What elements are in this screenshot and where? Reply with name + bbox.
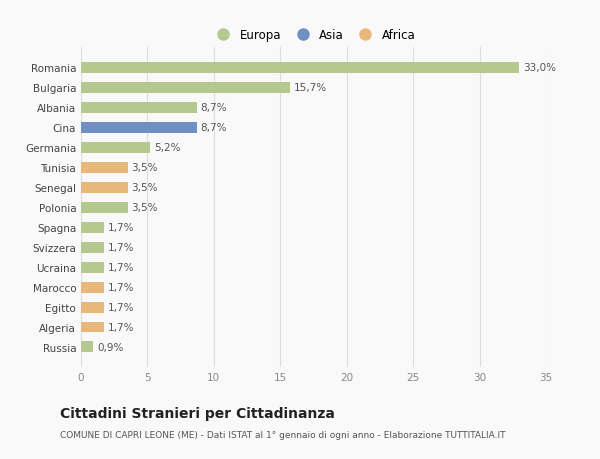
Bar bbox=[81, 182, 128, 193]
Bar bbox=[81, 342, 93, 353]
Bar bbox=[81, 102, 197, 113]
Bar bbox=[81, 162, 128, 174]
Bar bbox=[81, 262, 104, 273]
Bar bbox=[81, 322, 104, 333]
Bar bbox=[81, 222, 104, 233]
Text: COMUNE DI CAPRI LEONE (ME) - Dati ISTAT al 1° gennaio di ogni anno - Elaborazion: COMUNE DI CAPRI LEONE (ME) - Dati ISTAT … bbox=[60, 431, 505, 440]
Text: 1,7%: 1,7% bbox=[107, 302, 134, 312]
Text: 1,7%: 1,7% bbox=[107, 263, 134, 273]
Bar bbox=[81, 142, 150, 153]
Legend: Europa, Asia, Africa: Europa, Asia, Africa bbox=[208, 25, 419, 45]
Bar bbox=[81, 282, 104, 293]
Text: 3,5%: 3,5% bbox=[131, 203, 158, 213]
Bar bbox=[81, 242, 104, 253]
Text: Cittadini Stranieri per Cittadinanza: Cittadini Stranieri per Cittadinanza bbox=[60, 406, 335, 420]
Bar bbox=[81, 63, 520, 73]
Text: 8,7%: 8,7% bbox=[200, 123, 227, 133]
Text: 1,7%: 1,7% bbox=[107, 223, 134, 233]
Bar bbox=[81, 302, 104, 313]
Text: 3,5%: 3,5% bbox=[131, 163, 158, 173]
Bar bbox=[81, 83, 290, 94]
Text: 1,7%: 1,7% bbox=[107, 282, 134, 292]
Text: 5,2%: 5,2% bbox=[154, 143, 181, 153]
Text: 33,0%: 33,0% bbox=[523, 63, 556, 73]
Text: 3,5%: 3,5% bbox=[131, 183, 158, 193]
Text: 1,7%: 1,7% bbox=[107, 242, 134, 252]
Text: 15,7%: 15,7% bbox=[293, 83, 326, 93]
Text: 8,7%: 8,7% bbox=[200, 103, 227, 113]
Bar bbox=[81, 202, 128, 213]
Bar bbox=[81, 123, 197, 134]
Text: 0,9%: 0,9% bbox=[97, 342, 124, 352]
Text: 1,7%: 1,7% bbox=[107, 322, 134, 332]
